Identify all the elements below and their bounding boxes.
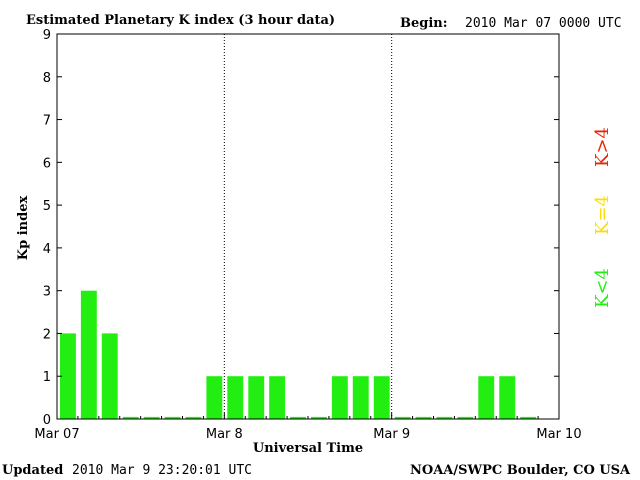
y-tick-label: 5 <box>43 199 51 214</box>
kp-bar <box>227 376 244 419</box>
kp-bar <box>185 416 202 419</box>
bar-series <box>60 290 537 419</box>
y-tick-label: 4 <box>43 242 51 257</box>
legend-entry: K<4 <box>592 268 613 308</box>
y-tick-label: 3 <box>43 285 51 300</box>
legend-entry: K>4 <box>592 127 613 167</box>
y-tick-label: 1 <box>43 370 51 385</box>
kp-bar <box>269 376 286 419</box>
y-tick-label: 6 <box>43 156 51 171</box>
kp-bar <box>101 333 118 419</box>
kp-bar <box>248 376 265 419</box>
kp-bar <box>143 416 160 419</box>
x-tick-label: Mar 07 <box>34 427 79 442</box>
kp-bar <box>331 376 348 419</box>
y-tick-label: 2 <box>43 327 51 342</box>
x-tick-label: Mar 10 <box>536 427 581 442</box>
kp-bar <box>394 416 411 419</box>
legend-entry: K=4 <box>592 195 613 235</box>
kp-bar <box>478 376 495 419</box>
y-tick-label: 0 <box>43 413 51 428</box>
kp-bar <box>352 376 369 419</box>
updated-label: Updated <box>2 463 63 478</box>
kp-bar <box>520 416 537 419</box>
kp-bar <box>122 416 139 419</box>
day-separators <box>223 34 393 419</box>
kp-bar <box>415 416 432 419</box>
y-tick-label: 7 <box>43 114 51 129</box>
updated-value: 2010 Mar 9 23:20:01 UTC <box>72 463 252 478</box>
x-axis-ticks: Mar 07 Mar 8 Mar 9 Mar 10 <box>34 413 582 442</box>
chart-title: Estimated Planetary K index (3 hour data… <box>26 13 335 28</box>
kp-bar <box>311 416 327 419</box>
x-axis-label: Universal Time <box>253 441 363 456</box>
legend: K<4 K=4 K>4 <box>592 127 613 308</box>
kp-bar <box>457 416 474 419</box>
kp-bar <box>373 376 390 419</box>
x-tick-label: Mar 9 <box>373 427 410 442</box>
kp-bar <box>80 290 97 419</box>
kp-bar <box>290 416 306 419</box>
kp-bar <box>60 333 76 419</box>
kp-bar <box>164 416 181 419</box>
kp-bar <box>499 376 516 419</box>
begin-label: Begin: <box>400 16 448 31</box>
x-tick-label: Mar 8 <box>206 427 243 442</box>
y-tick-label: 8 <box>43 71 51 86</box>
kp-bar <box>436 416 453 419</box>
begin-value: 2010 Mar 07 0000 UTC <box>465 16 622 31</box>
plot-frame <box>56 33 560 420</box>
kp-bar <box>206 376 223 419</box>
y-axis-label: Kp index <box>16 196 31 261</box>
y-axis-ticks: 0 1 2 3 4 5 6 7 8 9 <box>43 28 559 428</box>
y-tick-label: 9 <box>43 28 51 43</box>
source-credit: NOAA/SWPC Boulder, CO USA <box>410 463 631 478</box>
